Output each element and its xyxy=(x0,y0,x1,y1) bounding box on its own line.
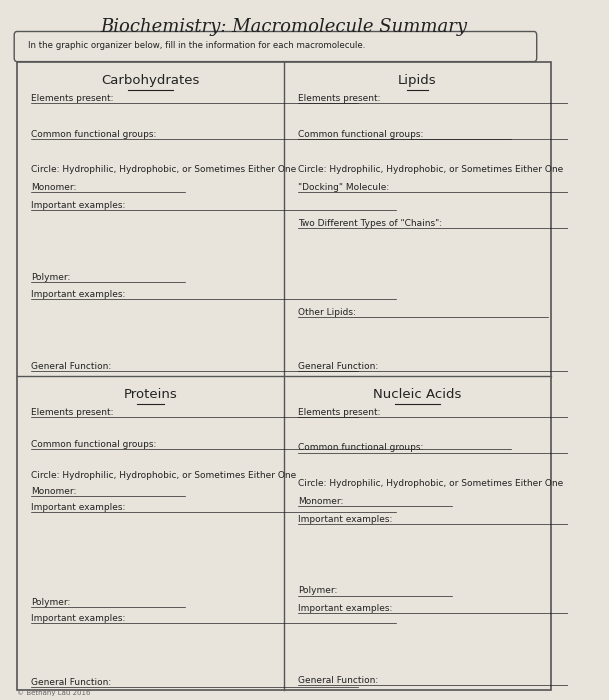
Text: © Bethany Lau 2016: © Bethany Lau 2016 xyxy=(17,690,91,696)
Text: Monomer:: Monomer: xyxy=(298,497,343,506)
Text: General Function:: General Function: xyxy=(31,678,111,687)
Text: Common functional groups:: Common functional groups: xyxy=(298,130,423,139)
FancyBboxPatch shape xyxy=(14,32,537,62)
Text: Common functional groups:: Common functional groups: xyxy=(31,130,157,139)
Text: Elements present:: Elements present: xyxy=(298,407,381,416)
Text: Nucleic Acids: Nucleic Acids xyxy=(373,388,462,401)
Text: Polymer:: Polymer: xyxy=(31,598,71,608)
Text: Monomer:: Monomer: xyxy=(31,183,77,192)
Text: Circle: Hydrophilic, Hydrophobic, or Sometimes Either One: Circle: Hydrophilic, Hydrophobic, or Som… xyxy=(31,471,297,480)
Text: Elements present:: Elements present: xyxy=(298,94,381,103)
Text: Elements present:: Elements present: xyxy=(31,407,114,416)
Text: Polymer:: Polymer: xyxy=(31,272,71,281)
Text: Important examples:: Important examples: xyxy=(31,615,125,623)
Text: Proteins: Proteins xyxy=(124,388,177,401)
Text: General Function:: General Function: xyxy=(31,362,111,371)
Text: Circle: Hydrophilic, Hydrophobic, or Sometimes Either One: Circle: Hydrophilic, Hydrophobic, or Som… xyxy=(298,480,563,488)
Text: General Function:: General Function: xyxy=(298,676,378,685)
Text: In the graphic organizer below, fill in the information for each macromolecule.: In the graphic organizer below, fill in … xyxy=(29,41,366,50)
Text: Lipids: Lipids xyxy=(398,74,437,88)
Text: Elements present:: Elements present: xyxy=(31,94,114,103)
Text: Carbohydrates: Carbohydrates xyxy=(101,74,200,88)
Text: Circle: Hydrophilic, Hydrophobic, or Sometimes Either One: Circle: Hydrophilic, Hydrophobic, or Som… xyxy=(31,165,297,174)
Text: "Docking" Molecule:: "Docking" Molecule: xyxy=(298,183,389,192)
Text: Important examples:: Important examples: xyxy=(31,290,125,300)
Text: Important examples:: Important examples: xyxy=(31,201,125,210)
Text: Important examples:: Important examples: xyxy=(31,503,125,512)
Text: Monomer:: Monomer: xyxy=(31,487,77,496)
Bar xyxy=(17,62,551,690)
Text: Polymer:: Polymer: xyxy=(298,587,337,596)
Text: Other Lipids:: Other Lipids: xyxy=(298,308,356,317)
Text: Circle: Hydrophilic, Hydrophobic, or Sometimes Either One: Circle: Hydrophilic, Hydrophobic, or Som… xyxy=(298,165,563,174)
Text: Important examples:: Important examples: xyxy=(298,515,393,524)
Text: Important examples:: Important examples: xyxy=(298,604,393,613)
Text: Two Different Types of "Chains":: Two Different Types of "Chains": xyxy=(298,219,442,228)
Text: Biochemistry: Macromolecule Summary: Biochemistry: Macromolecule Summary xyxy=(100,18,468,36)
Text: Common functional groups:: Common functional groups: xyxy=(31,440,157,449)
Text: Common functional groups:: Common functional groups: xyxy=(298,444,423,452)
Text: General Function:: General Function: xyxy=(298,362,378,371)
